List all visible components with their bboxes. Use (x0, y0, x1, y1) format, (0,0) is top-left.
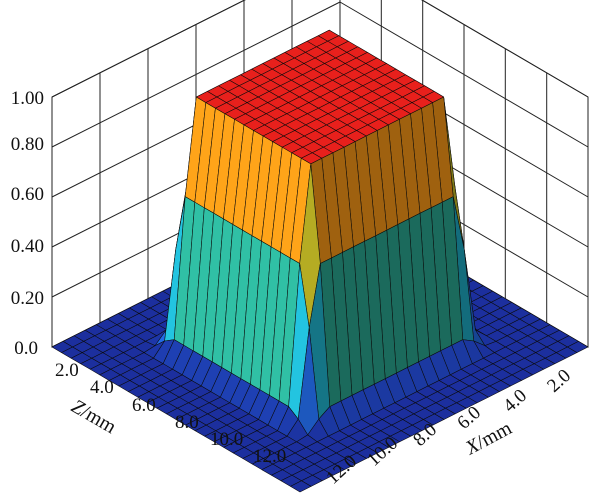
depth-tick-3: 8.0 (175, 412, 199, 433)
x-tick-0: 2.0 (543, 365, 575, 396)
depth-tick-2: 6.0 (132, 395, 156, 416)
depth-axis-label: Z/mm (68, 395, 121, 438)
z-tick-4: 0.80 (11, 134, 44, 155)
z-tick-2: 0.40 (11, 236, 44, 257)
depth-tick-1: 4.0 (90, 377, 114, 398)
surface-mesh (51, 29, 589, 493)
vertical-axis-ticks: 0.0 0.20 0.40 0.60 0.80 1.00 (11, 88, 44, 359)
depth-tick-0: 2.0 (55, 360, 79, 381)
z-tick-3: 0.60 (11, 184, 44, 205)
z-tick-0: 0.0 (14, 338, 38, 359)
depth-tick-4: 10.0 (210, 429, 243, 450)
surface-cell (290, 480, 312, 493)
depth-axis-ticks: 2.0 4.0 6.0 8.0 10.0 12.0 (55, 360, 286, 467)
x-tick-1: 4.0 (499, 385, 531, 416)
z-tick-1: 0.20 (11, 288, 44, 309)
z-tick-5: 1.00 (11, 88, 44, 109)
depth-tick-5: 12.0 (253, 446, 286, 467)
